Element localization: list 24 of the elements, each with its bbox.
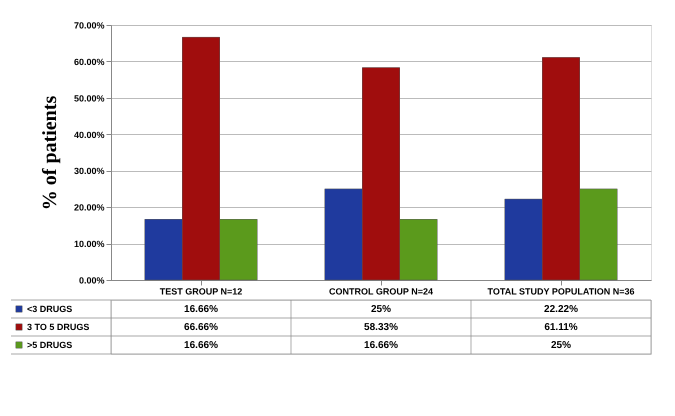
- data-label: 22.22%: [544, 304, 578, 315]
- legend-label: 3 TO 5 DRUGS: [27, 322, 90, 332]
- data-label: 25%: [550, 340, 572, 351]
- x-tick-label: CONTROL GROUP N=24: [329, 286, 433, 296]
- data-label: 61.11%: [544, 322, 578, 333]
- data-label: 58.33%: [364, 322, 398, 333]
- y-tick-label: 70.00%: [74, 20, 104, 30]
- y-tick-label: 0.00%: [78, 276, 104, 286]
- y-axis-title: % of patients: [38, 96, 61, 210]
- y-tick-label: 30.00%: [74, 166, 104, 176]
- data-label: 16.66%: [364, 340, 398, 351]
- data-label: 66.66%: [184, 322, 218, 333]
- y-tick-label: 40.00%: [74, 130, 104, 140]
- x-tick-label: TOTAL STUDY POPULATION N=36: [488, 286, 634, 296]
- data-label: 16.66%: [184, 340, 218, 351]
- y-tick-label: 50.00%: [74, 93, 104, 104]
- y-tick-label: 10.00%: [74, 239, 104, 250]
- x-tick-label: TEST GROUP N=12: [160, 286, 242, 296]
- legend-label: >5 DRUGS: [27, 340, 72, 350]
- legend-label: <3 DRUGS: [27, 304, 72, 314]
- y-tick-label: 60.00%: [74, 56, 104, 67]
- data-label: 25%: [370, 304, 392, 315]
- data-label: 16.66%: [184, 304, 218, 315]
- y-tick-label: 20.00%: [74, 202, 104, 213]
